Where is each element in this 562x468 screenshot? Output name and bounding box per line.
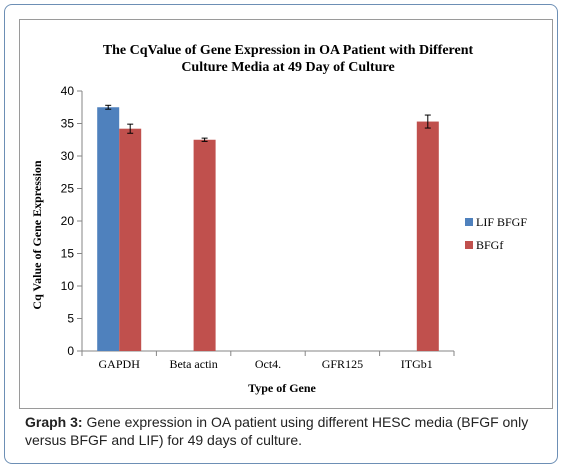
caption-label: Graph 3: — [25, 414, 83, 430]
y-axis-label: Cq Value of Gene Expression — [30, 160, 44, 309]
caption-text: Gene expression in OA patient using diff… — [25, 414, 529, 448]
chart-title-line2: Culture Media at 49 Day of Culture — [181, 60, 394, 75]
y-tick-label: 30 — [61, 149, 75, 163]
bar — [97, 107, 120, 351]
y-tick-label: 40 — [61, 84, 75, 98]
x-axis-label: Type of Gene — [248, 381, 316, 395]
legend-swatch — [465, 218, 473, 226]
legend: LIF BFGF BFGf — [465, 215, 527, 252]
bar — [416, 121, 439, 351]
plot-area: 0 5 10 15 20 25 30 35 40 GAPDH Beta actin Oct4. GFR1… — [61, 84, 455, 371]
x-tick-label: GFR125 — [322, 357, 363, 371]
y-tick-label: 20 — [61, 214, 75, 228]
figure-caption: Graph 3: Gene expression in OA patient u… — [25, 413, 545, 449]
y-tick-label: 15 — [61, 247, 75, 261]
bar — [119, 128, 142, 351]
bar — [193, 139, 216, 351]
y-tick-label: 0 — [67, 344, 74, 358]
legend-swatch — [465, 241, 473, 249]
x-tick-label: ITGb1 — [401, 357, 433, 371]
x-tick-label: GAPDH — [99, 357, 141, 371]
x-tick-label: Beta actin — [169, 357, 217, 371]
figure-frame: The CqValue of Gene Expression in OA Pat… — [4, 4, 558, 464]
y-tick-label: 25 — [61, 182, 75, 196]
legend-label: BFGf — [476, 238, 503, 252]
chart-title-line1: The CqValue of Gene Expression in OA Pat… — [103, 43, 474, 58]
legend-label: LIF BFGF — [476, 215, 527, 229]
y-tick-label: 5 — [67, 312, 74, 326]
bar-chart: The CqValue of Gene Expression in OA Pat… — [30, 43, 527, 395]
y-tick-label: 10 — [61, 279, 75, 293]
y-tick-label: 35 — [61, 117, 75, 131]
chart-area: The CqValue of Gene Expression in OA Pat… — [19, 19, 553, 409]
x-tick-label: Oct4. — [255, 357, 281, 371]
